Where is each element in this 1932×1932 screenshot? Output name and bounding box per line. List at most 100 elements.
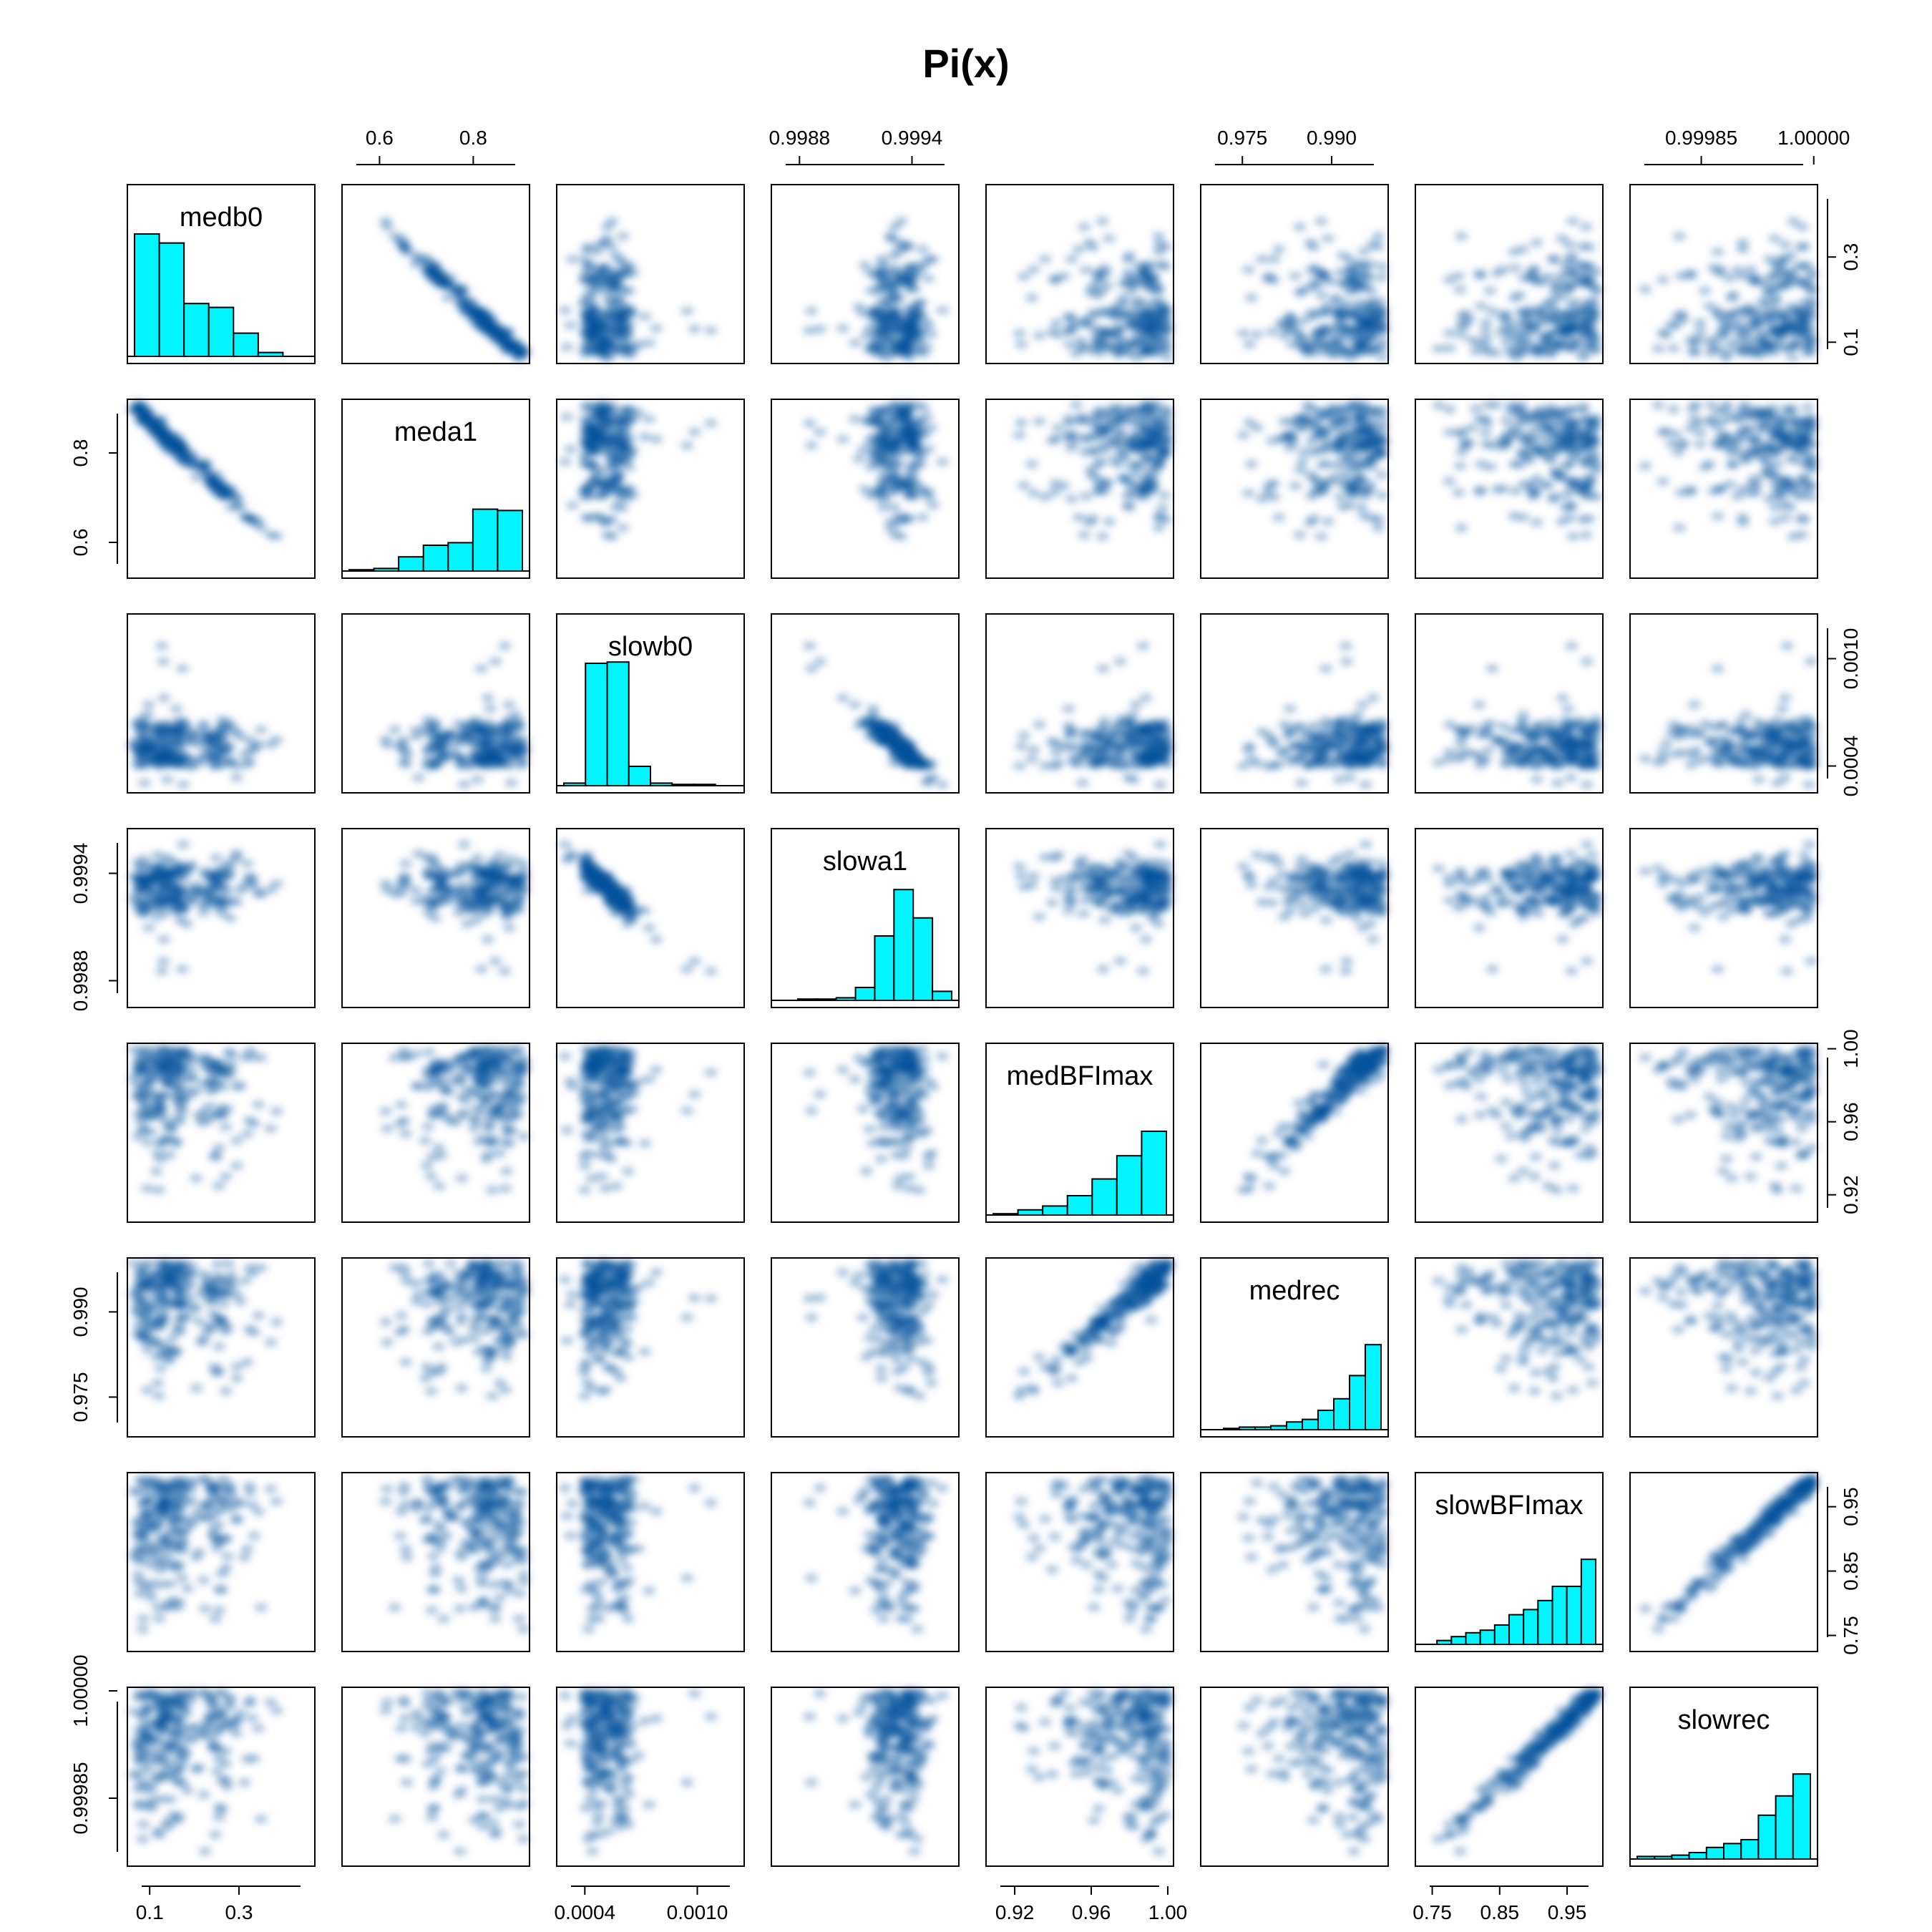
histogram-bar-slowb0-3 <box>628 766 651 786</box>
density-point <box>1340 477 1354 486</box>
panel-slowa1-medb0 <box>127 828 316 1008</box>
density-point <box>1335 751 1348 760</box>
density-point <box>1136 641 1150 650</box>
density-point <box>642 338 655 348</box>
density-point <box>848 414 862 424</box>
density-point <box>1116 449 1130 459</box>
smooth-cloud <box>1432 641 1604 789</box>
density-point <box>136 864 150 873</box>
density-point <box>1067 753 1080 763</box>
density-point <box>457 780 471 789</box>
density-point <box>623 286 636 296</box>
density-point <box>887 447 900 456</box>
density-point <box>1672 311 1685 321</box>
density-point <box>1134 315 1148 324</box>
density-point <box>1013 430 1026 439</box>
density-point <box>1093 273 1107 283</box>
density-point <box>1146 484 1159 494</box>
density-point <box>1763 409 1777 419</box>
density-point <box>1157 345 1171 354</box>
density-point <box>1687 700 1701 709</box>
density-point <box>607 461 620 470</box>
density-point <box>898 305 912 314</box>
smooth-cloud <box>1236 401 1389 541</box>
density-point <box>484 704 497 713</box>
density-point <box>590 327 603 336</box>
density-point <box>1368 406 1382 416</box>
density-point <box>1297 447 1311 457</box>
density-point <box>1530 238 1543 248</box>
density-point <box>1329 424 1342 434</box>
smooth-cloud <box>379 217 530 362</box>
density-point <box>615 503 629 512</box>
density-point <box>225 503 238 512</box>
density-point <box>1057 741 1070 751</box>
density-point <box>1480 419 1493 428</box>
density-point <box>877 273 891 283</box>
density-point <box>1432 344 1445 353</box>
density-point <box>704 419 718 428</box>
density-point <box>1711 512 1724 521</box>
density-point <box>626 268 640 278</box>
density-point <box>615 260 629 269</box>
density-point <box>399 240 412 249</box>
density-point <box>210 853 223 862</box>
density-point <box>1454 330 1468 339</box>
density-point <box>1656 427 1669 436</box>
density-point <box>1307 418 1321 427</box>
density-point <box>1314 409 1328 419</box>
density-point <box>910 401 924 410</box>
density-point <box>498 641 512 650</box>
density-point <box>1525 479 1538 489</box>
density-point <box>582 401 595 410</box>
density-point <box>155 967 169 976</box>
density-point <box>1318 479 1332 489</box>
density-point <box>1051 758 1065 768</box>
density-point <box>1284 433 1298 442</box>
density-point <box>1357 344 1371 353</box>
density-point <box>1262 731 1276 741</box>
density-point <box>1760 316 1774 325</box>
density-point <box>1038 255 1052 264</box>
density-point <box>1292 422 1306 431</box>
density-point <box>1730 265 1744 275</box>
density-point <box>1161 353 1174 362</box>
density-point <box>585 477 598 486</box>
density-point <box>219 872 233 881</box>
density-point <box>610 429 624 439</box>
density-point <box>1767 326 1780 336</box>
density-point <box>1290 414 1304 424</box>
density-point <box>1763 339 1777 348</box>
density-point <box>874 487 887 497</box>
density-point <box>1744 265 1757 274</box>
density-point <box>1372 523 1385 532</box>
density-point <box>136 758 150 767</box>
density-point <box>1669 321 1682 330</box>
density-point <box>1015 741 1028 751</box>
smooth-cloud <box>1432 217 1604 362</box>
density-point <box>1747 348 1760 357</box>
density-point <box>455 754 469 763</box>
density-point <box>891 339 904 348</box>
density-point <box>1548 446 1562 455</box>
density-point <box>1314 532 1328 541</box>
density-point <box>215 884 229 894</box>
density-point <box>210 731 224 740</box>
panel-medb0-medb0: medb0 <box>127 184 316 364</box>
density-point <box>517 344 530 353</box>
density-point <box>1138 335 1151 344</box>
density-point <box>197 719 210 728</box>
density-point <box>1315 460 1329 469</box>
density-point <box>1530 775 1543 784</box>
density-point <box>1536 760 1549 769</box>
density-point <box>1672 232 1686 241</box>
density-point <box>245 874 259 883</box>
density-point <box>1746 310 1760 319</box>
density-point <box>1480 439 1493 449</box>
density-point <box>1342 449 1356 459</box>
density-point <box>864 268 877 278</box>
density-point <box>1744 424 1757 434</box>
density-point <box>1150 429 1163 439</box>
density-point <box>1339 419 1352 428</box>
density-point <box>1312 446 1326 455</box>
